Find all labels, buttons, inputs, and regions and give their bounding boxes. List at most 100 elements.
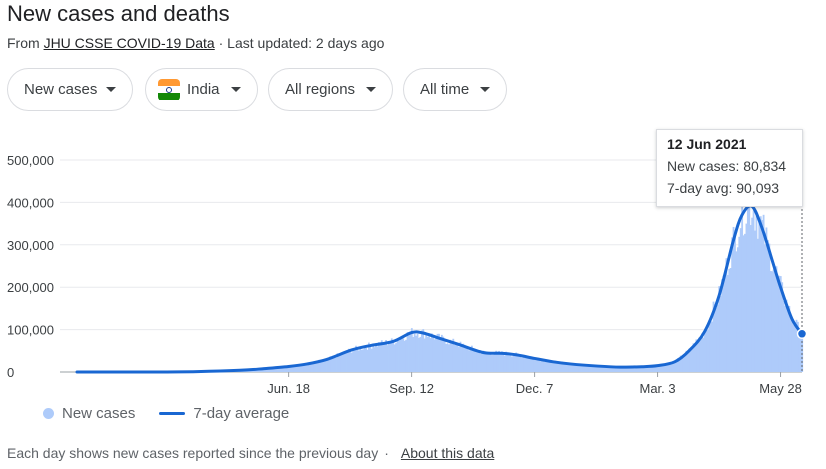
daily-bar [708, 320, 711, 372]
daily-bar [681, 357, 683, 372]
daily-bar [796, 321, 799, 372]
daily-bar [668, 364, 671, 372]
tooltip-average: 7-day avg: 90,093 [667, 180, 780, 196]
daily-bar [307, 364, 310, 372]
daily-bar [296, 366, 299, 372]
daily-bar [578, 363, 581, 372]
daily-bar [798, 335, 801, 372]
daily-bar [310, 362, 313, 372]
daily-bar [392, 340, 395, 372]
daily-bar [739, 228, 742, 372]
daily-bar [445, 344, 448, 372]
daily-bar [588, 366, 591, 372]
daily-bar [622, 367, 625, 372]
daily-bar [506, 354, 509, 372]
daily-bar [422, 329, 425, 372]
daily-bar [674, 361, 676, 372]
daily-bar [784, 305, 786, 372]
time-label: All time [420, 81, 470, 98]
daily-bar [731, 237, 734, 372]
source-link[interactable]: JHU CSSE COVID-19 Data [43, 35, 215, 51]
time-dropdown[interactable]: All time [403, 68, 507, 111]
daily-bar [350, 352, 353, 372]
daily-bar [786, 310, 789, 372]
daily-bar [376, 346, 379, 372]
daily-bar [684, 354, 686, 372]
x-tick-label: Sep. 12 [389, 381, 434, 396]
daily-bar [503, 355, 506, 372]
india-flag-icon [158, 78, 180, 101]
daily-bar [589, 365, 592, 372]
daily-bar [460, 344, 463, 372]
about-data-link[interactable]: About this data [400, 445, 495, 461]
x-tick-label: Mar. 3 [640, 381, 676, 396]
daily-bar [486, 352, 489, 372]
daily-bar [455, 344, 458, 372]
daily-bar [265, 368, 267, 372]
footer: Each day shows new cases reported since … [7, 445, 494, 461]
daily-bar [662, 365, 665, 372]
daily-bar [698, 337, 701, 372]
metric-dropdown[interactable]: New cases [7, 68, 133, 111]
daily-bar [692, 343, 695, 372]
y-tick-label: 200,000 [7, 280, 54, 295]
daily-bar [386, 345, 389, 372]
daily-bar [323, 359, 326, 372]
daily-bar [704, 331, 706, 372]
daily-bar [262, 369, 265, 372]
daily-bar [696, 339, 699, 372]
region-dropdown[interactable]: All regions [268, 68, 393, 111]
country-label: India [187, 81, 220, 98]
daily-bar [689, 349, 692, 372]
chevron-down-icon [366, 87, 376, 92]
daily-bar [320, 360, 323, 372]
daily-bar [398, 341, 400, 372]
daily-bar [293, 366, 296, 372]
daily-bar [360, 349, 363, 372]
daily-bar [724, 276, 726, 372]
daily-bar [603, 366, 606, 372]
x-tick-label: May 28 [759, 381, 802, 396]
daily-bar [396, 339, 399, 372]
tooltip-date: 12 Jun 2021 [667, 136, 747, 152]
daily-bar [347, 348, 350, 372]
daily-bar [769, 270, 772, 372]
daily-bar [639, 366, 642, 372]
daily-bar [706, 329, 709, 372]
daily-bar [718, 286, 721, 372]
daily-bar [525, 356, 528, 372]
daily-bar [638, 366, 641, 372]
daily-bar [280, 366, 283, 372]
daily-bar [378, 342, 380, 372]
country-dropdown[interactable]: India [145, 68, 258, 111]
metric-label: New cases [24, 81, 98, 98]
daily-bar [626, 367, 629, 372]
daily-bar [591, 366, 593, 372]
daily-bar [412, 336, 415, 372]
daily-bar [368, 342, 370, 372]
daily-bar [435, 335, 438, 372]
daily-bar [609, 366, 612, 372]
daily-bar [714, 304, 716, 372]
daily-bar [365, 347, 367, 372]
daily-bar [652, 366, 655, 372]
daily-bar [343, 351, 346, 372]
daily-bar [778, 275, 781, 372]
daily-bar [430, 333, 433, 372]
daily-bar [362, 349, 365, 372]
daily-bar [636, 367, 639, 372]
daily-bar [458, 347, 460, 372]
daily-bar [312, 362, 315, 372]
daily-bar [745, 223, 748, 372]
daily-bar [596, 366, 599, 372]
daily-bar [472, 348, 475, 372]
daily-bar [771, 271, 774, 372]
daily-bar [429, 338, 432, 372]
daily-bar [418, 337, 420, 372]
daily-bar [479, 353, 482, 372]
daily-bar [290, 366, 293, 372]
daily-bar [303, 363, 306, 372]
daily-bar [285, 367, 287, 372]
daily-bar [432, 336, 435, 372]
daily-bar [776, 275, 779, 372]
